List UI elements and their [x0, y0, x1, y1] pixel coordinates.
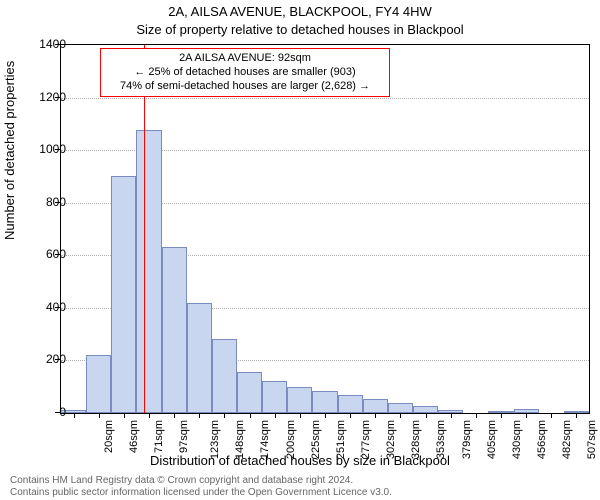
x-tick-mark	[124, 413, 125, 418]
x-tick-mark	[74, 413, 75, 418]
x-tick-label: 302sqm	[385, 420, 397, 459]
bar	[388, 403, 413, 414]
bar	[338, 395, 363, 413]
x-tick-mark	[501, 413, 502, 418]
attribution-line-2: Contains public sector information licen…	[10, 487, 392, 498]
y-tick-label: 600	[26, 247, 66, 261]
y-tick-label: 1200	[26, 90, 66, 104]
info-box-line: 74% of semi-detached houses are larger (…	[107, 80, 383, 94]
x-tick-label: 251sqm	[335, 420, 347, 459]
bar	[136, 130, 161, 413]
x-tick-mark	[400, 413, 401, 418]
bar	[262, 381, 287, 413]
x-tick-mark	[174, 413, 175, 418]
x-tick-label: 379sqm	[461, 420, 473, 459]
bar	[187, 303, 212, 413]
bar	[86, 355, 111, 413]
x-tick-mark	[199, 413, 200, 418]
y-tick-mark	[55, 202, 60, 203]
x-tick-label: 507sqm	[586, 420, 598, 459]
y-tick-label: 0	[26, 405, 66, 419]
x-tick-label: 482sqm	[561, 420, 573, 459]
x-tick-label: 71sqm	[153, 420, 165, 453]
y-tick-label: 800	[26, 195, 66, 209]
attribution-line-1: Contains HM Land Registry data © Crown c…	[10, 475, 353, 486]
x-tick-mark	[426, 413, 427, 418]
x-tick-label: 200sqm	[285, 420, 297, 459]
x-tick-mark	[325, 413, 326, 418]
info-box: 2A AILSA AVENUE: 92sqm ← 25% of detached…	[100, 48, 390, 97]
chart-title-main: 2A, AILSA AVENUE, BLACKPOOL, FY4 4HW	[0, 4, 600, 19]
y-tick-mark	[55, 307, 60, 308]
y-tick-mark	[55, 97, 60, 98]
y-tick-label: 1400	[26, 37, 66, 51]
x-tick-label: 174sqm	[260, 420, 272, 459]
grid-line	[61, 98, 589, 99]
bar	[312, 391, 337, 413]
x-tick-label: 97sqm	[178, 420, 190, 453]
bar	[111, 176, 136, 413]
x-axis-label: Distribution of detached houses by size …	[0, 453, 600, 468]
chart-title-sub: Size of property relative to detached ho…	[0, 22, 600, 37]
x-tick-mark	[224, 413, 225, 418]
x-tick-label: 46sqm	[128, 420, 140, 453]
y-tick-label: 1000	[26, 142, 66, 156]
plot-area	[60, 44, 590, 414]
x-tick-mark	[375, 413, 376, 418]
x-tick-mark	[275, 413, 276, 418]
info-box-line: 2A AILSA AVENUE: 92sqm	[107, 52, 383, 66]
y-tick-mark	[55, 359, 60, 360]
y-tick-mark	[55, 44, 60, 45]
x-tick-mark	[576, 413, 577, 418]
y-tick-label: 200	[26, 352, 66, 366]
x-tick-label: 430sqm	[511, 420, 523, 459]
x-tick-mark	[250, 413, 251, 418]
x-tick-mark	[99, 413, 100, 418]
y-axis-label: Number of detached properties	[2, 61, 17, 240]
bar	[162, 247, 187, 413]
x-tick-mark	[350, 413, 351, 418]
x-tick-label: 148sqm	[234, 420, 246, 459]
y-tick-label: 400	[26, 300, 66, 314]
x-tick-label: 328sqm	[410, 420, 422, 459]
y-tick-mark	[55, 254, 60, 255]
x-tick-label: 277sqm	[360, 420, 372, 459]
x-tick-mark	[551, 413, 552, 418]
chart-container: 2A, AILSA AVENUE, BLACKPOOL, FY4 4HW Siz…	[0, 0, 600, 500]
bar	[237, 372, 262, 413]
x-tick-label: 405sqm	[486, 420, 498, 459]
bar	[287, 387, 312, 413]
marker-line	[144, 45, 145, 413]
y-tick-mark	[55, 412, 60, 413]
bar	[212, 339, 237, 413]
x-tick-mark	[526, 413, 527, 418]
x-tick-mark	[149, 413, 150, 418]
x-tick-mark	[300, 413, 301, 418]
bar	[363, 399, 388, 413]
x-tick-mark	[451, 413, 452, 418]
x-tick-label: 123sqm	[209, 420, 221, 459]
x-tick-label: 20sqm	[103, 420, 115, 453]
x-tick-mark	[476, 413, 477, 418]
x-tick-label: 456sqm	[536, 420, 548, 459]
x-tick-label: 225sqm	[310, 420, 322, 459]
info-box-line: ← 25% of detached houses are smaller (90…	[107, 66, 383, 80]
x-tick-label: 353sqm	[436, 420, 448, 459]
y-tick-mark	[55, 149, 60, 150]
